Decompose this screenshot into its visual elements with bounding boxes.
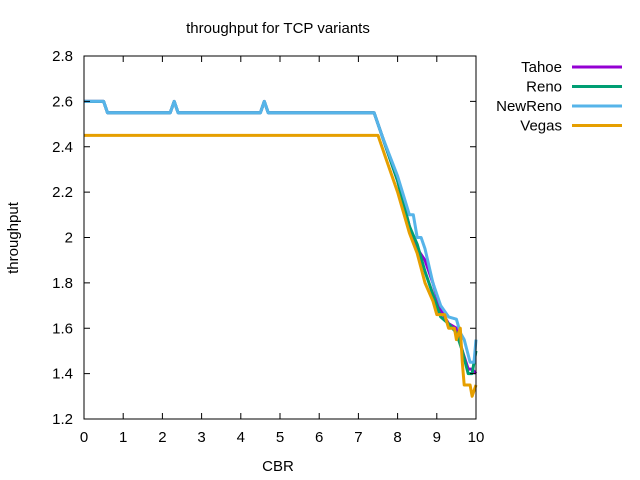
x-tick-label: 10 xyxy=(468,429,485,446)
legend-label-vegas: Vegas xyxy=(520,118,562,135)
x-tick-label: 3 xyxy=(197,429,205,446)
chart-title: throughput for TCP variants xyxy=(186,20,370,37)
legend-label-reno: Reno xyxy=(526,79,562,96)
legend: Tahoe Reno NewReno Vegas xyxy=(496,59,622,135)
x-tick-label: 9 xyxy=(433,429,441,446)
series-line-vegas xyxy=(84,133,478,398)
x-tick-label: 7 xyxy=(354,429,362,446)
x-tick-label: 0 xyxy=(80,429,88,446)
legend-label-tahoe: Tahoe xyxy=(521,59,562,76)
x-tick-label: 1 xyxy=(119,429,127,446)
y-tick-label: 2.2 xyxy=(52,184,73,201)
y-tick-label: 1.2 xyxy=(52,411,73,428)
y-tick-label: 2.8 xyxy=(52,48,73,65)
y-axis-label: throughput xyxy=(5,201,22,274)
plot-lines xyxy=(84,99,478,398)
y-tick-label: 1.8 xyxy=(52,275,73,292)
x-tick-label: 2 xyxy=(158,429,166,446)
y-tick-label: 1.4 xyxy=(52,366,73,383)
y-tick-label: 1.6 xyxy=(52,320,73,337)
x-tick-label: 5 xyxy=(276,429,284,446)
x-tick-label: 4 xyxy=(237,429,245,446)
legend-label-newreno: NewReno xyxy=(496,98,562,115)
y-tick-label: 2.6 xyxy=(52,93,73,110)
y-tick-label: 2.4 xyxy=(52,139,73,156)
x-axis-label: CBR xyxy=(262,458,294,475)
x-tick-label: 8 xyxy=(393,429,401,446)
x-tick-label: 6 xyxy=(315,429,323,446)
axes: 0 1 2 3 4 5 6 7 8 9 10 1.2 1.4 1.6 1.8 2 2.2 2.4 2.6 2.8 xyxy=(52,48,484,446)
series-line-newreno xyxy=(84,99,478,364)
y-tick-label: 2 xyxy=(65,230,73,247)
